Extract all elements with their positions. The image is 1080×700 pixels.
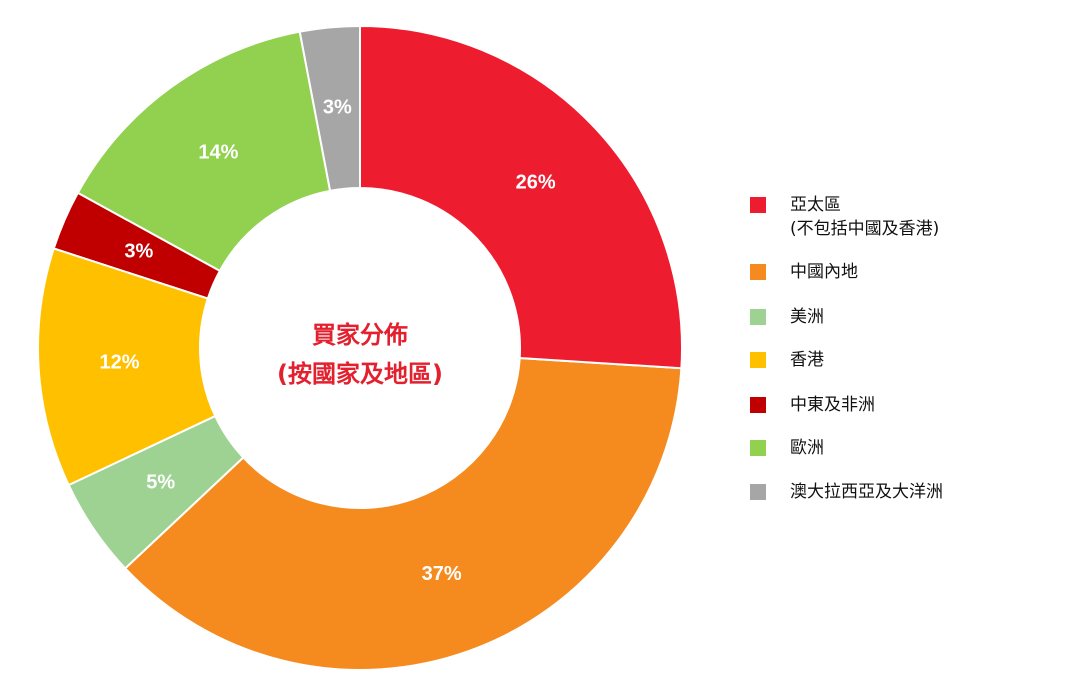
chart-title: 買家分佈 [312, 321, 408, 349]
donut-slice [123, 356, 683, 671]
legend-item: 香港 [750, 350, 824, 370]
value-label: 5% [146, 472, 175, 494]
legend-label: 亞太區(不包括中國及香港) [790, 195, 939, 239]
legend-label: 歐洲 [790, 438, 824, 458]
donut-slice [67, 414, 245, 570]
legend-label: 香港 [790, 350, 824, 370]
legend-item: 中東及非洲 [750, 395, 875, 415]
legend-swatch [750, 484, 766, 500]
legend-label: 美洲 [790, 307, 824, 327]
donut-slice [359, 24, 683, 370]
value-label: 12% [99, 351, 139, 373]
legend-label: 澳大拉西亞及大洋洲 [790, 482, 943, 502]
legend-swatch [750, 264, 766, 280]
chart-subtitle: (按國家及地區) [277, 360, 443, 388]
value-label: 37% [422, 563, 462, 585]
donut-slice [52, 191, 222, 300]
legend-swatch [750, 309, 766, 325]
value-label: 26% [516, 171, 556, 193]
value-label: 3% [323, 96, 352, 118]
value-label: 3% [124, 241, 153, 263]
legend-item: 亞太區(不包括中國及香港) [750, 195, 939, 239]
legend-swatch [750, 440, 766, 456]
legend-swatch [750, 197, 766, 213]
donut-slice [76, 30, 332, 273]
legend-swatch [750, 352, 766, 368]
donut-slice [37, 247, 217, 487]
legend-label: 中國內地 [790, 262, 858, 282]
legend-item: 澳大拉西亞及大洋洲 [750, 482, 943, 502]
legend-item: 美洲 [750, 307, 824, 327]
legend-item: 中國內地 [750, 262, 858, 282]
legend-item: 歐洲 [750, 438, 824, 458]
legend-swatch [750, 397, 766, 413]
value-label: 14% [198, 141, 238, 163]
legend-label: 中東及非洲 [790, 395, 875, 415]
